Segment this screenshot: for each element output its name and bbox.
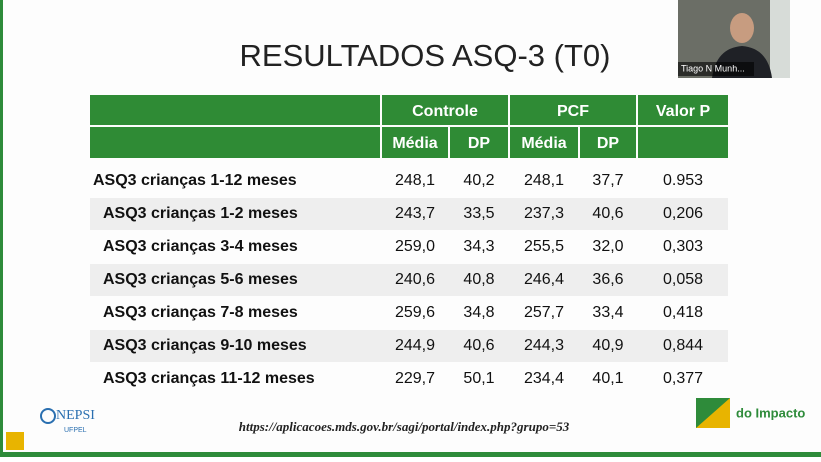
source-url: https://aplicacoes.mds.gov.br/sagi/porta… (239, 419, 570, 434)
cell-value: 40,6 (463, 337, 494, 354)
cell-value: 37,7 (592, 172, 623, 189)
cell-value: 40,6 (592, 205, 623, 222)
header-cell (450, 127, 508, 158)
cell-value: 240,6 (395, 271, 435, 288)
cell-value: 40,9 (592, 337, 623, 354)
row-label: ASQ3 crianças 7-8 meses (103, 304, 298, 321)
row-label: ASQ3 crianças 1-12 meses (93, 172, 297, 189)
video-face (730, 13, 754, 43)
video-tile: Tiago N Munh... (678, 0, 790, 78)
header-cell (638, 127, 728, 158)
nepsi-icon (40, 408, 56, 424)
cell-value: 259,6 (395, 304, 435, 321)
cell-value: 255,5 (524, 238, 564, 255)
cell-value: 0,418 (663, 304, 703, 321)
cell-value: 40,8 (463, 271, 494, 288)
cell-value: 32,0 (592, 238, 623, 255)
row-label: ASQ3 crianças 11-12 meses (103, 370, 315, 387)
cell-value: 257,7 (524, 304, 564, 321)
cell-value: 0,058 (663, 271, 703, 288)
header-cell (90, 127, 380, 158)
cell-value: 0,844 (663, 337, 703, 354)
slide-border-bottom (0, 452, 821, 457)
row-shade (90, 198, 728, 230)
cell-value: 40,2 (463, 172, 494, 189)
cell-value: 0,206 (663, 205, 703, 222)
header-cell (382, 127, 448, 158)
cell-value: 243,7 (395, 205, 435, 222)
video-window (770, 0, 790, 78)
header-cell (90, 95, 380, 125)
cell-value: 33,5 (463, 205, 494, 222)
results-table: Controle PCF Valor P Média DP Média DP ASQ3 cri… (90, 95, 728, 387)
participant-name: Tiago N Munh... (681, 63, 745, 73)
row-label: ASQ3 crianças 3-4 meses (103, 238, 298, 255)
cell-value: 244,3 (524, 337, 564, 354)
cell-value: 33,4 (592, 304, 623, 321)
header-cell (638, 95, 728, 125)
header-cell (510, 127, 578, 158)
group-header: Valor P (656, 103, 711, 120)
cell-value: 246,4 (524, 271, 564, 288)
group-header: Controle (412, 103, 478, 120)
cell-value: 248,1 (395, 172, 435, 189)
cell-value: 40,1 (592, 370, 623, 387)
row-label: ASQ3 crianças 1-2 meses (103, 205, 298, 222)
cell-value: 50,1 (463, 370, 494, 387)
cell-value: 0,377 (663, 370, 703, 387)
slide-title: RESULTADOS ASQ-3 (T0) (240, 38, 611, 73)
cell-value: 0,303 (663, 238, 703, 255)
row-label: ASQ3 crianças 5-6 meses (103, 271, 298, 288)
corner-square (6, 432, 24, 450)
row-shade (90, 264, 728, 296)
sub-header: DP (468, 135, 491, 152)
group-header: PCF (557, 103, 589, 120)
sub-header: Média (521, 135, 566, 152)
cell-value: 237,3 (524, 205, 564, 222)
name-label-bg (678, 62, 754, 76)
impact-logo-text: do Impacto (736, 405, 805, 420)
header-cell (510, 95, 636, 125)
cell-value: 0.953 (663, 172, 703, 189)
header-cell (580, 127, 636, 158)
cell-value: 34,3 (463, 238, 494, 255)
cell-value: 234,4 (524, 370, 564, 387)
row-shade (90, 330, 728, 362)
cell-value: 34,8 (463, 304, 494, 321)
cell-value: 244,9 (395, 337, 435, 354)
cell-value: 229,7 (395, 370, 435, 387)
sub-header: Média (392, 135, 437, 152)
slide-border-left (0, 0, 3, 457)
sub-header: DP (597, 135, 620, 152)
cell-value: 259,0 (395, 238, 435, 255)
impact-logo-accent (696, 398, 730, 428)
cell-value: 248,1 (524, 172, 564, 189)
logo-sub: UFPEL (64, 427, 87, 434)
header-cell (382, 95, 508, 125)
cell-value: 36,6 (592, 271, 623, 288)
logo-name: NEPSI (56, 408, 95, 423)
row-label: ASQ3 crianças 9-10 meses (103, 337, 307, 354)
